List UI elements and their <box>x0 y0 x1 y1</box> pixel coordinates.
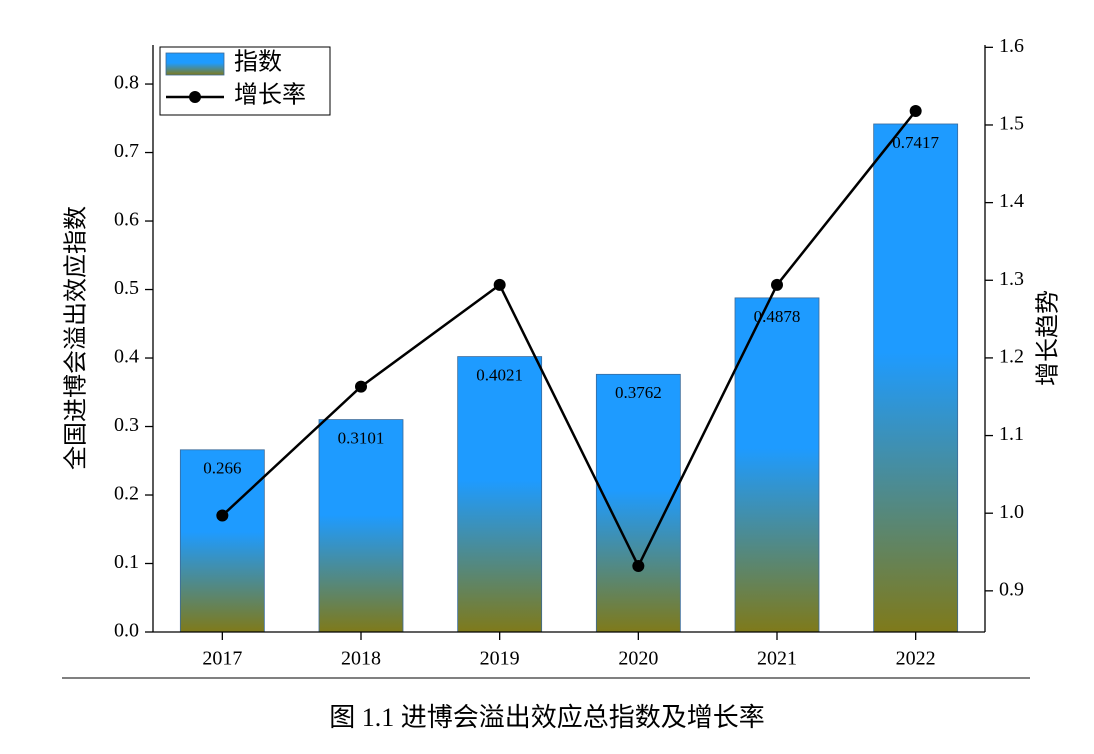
x-tick-label: 2022 <box>896 648 936 670</box>
x-tick-label: 2017 <box>202 648 242 670</box>
y2-tick-label: 1.1 <box>999 423 1024 445</box>
value-label: 0.266 <box>203 459 241 478</box>
y-tick-label: 0.0 <box>114 620 139 642</box>
value-label: 0.3101 <box>338 429 385 448</box>
value-label: 0.4021 <box>476 365 523 384</box>
y-axis-title: 全国进博会溢出效应指数 <box>63 206 90 470</box>
value-label: 0.7417 <box>892 133 939 152</box>
y-tick-label: 0.6 <box>114 209 139 231</box>
legend-box <box>159 46 331 116</box>
y-tick-label: 0.2 <box>114 483 139 505</box>
legend-label: 指数 <box>234 49 282 76</box>
line-point <box>355 380 367 393</box>
bar <box>873 123 959 633</box>
line-point <box>771 278 783 291</box>
y-tick-label: 0.5 <box>114 277 139 299</box>
line-point <box>216 509 229 522</box>
y2-tick-label: 1.3 <box>999 268 1024 290</box>
y2-tick-label: 0.9 <box>999 578 1024 600</box>
x-tick-label: 2018 <box>341 648 381 670</box>
x-tick-label: 2021 <box>757 648 797 670</box>
y2-tick-label: 1.6 <box>999 35 1024 57</box>
value-label: 0.3762 <box>615 383 662 402</box>
x-tick-label: 2019 <box>480 648 520 670</box>
y2-axis-title: 增长趋势 <box>1035 290 1062 386</box>
y2-tick-label: 1.2 <box>999 346 1024 368</box>
y-tick-label: 0.4 <box>114 346 139 368</box>
y-tick-label: 0.3 <box>114 414 139 436</box>
y2-tick-label: 1.5 <box>999 113 1024 135</box>
y2-tick-label: 1.0 <box>999 501 1024 523</box>
y-tick-label: 0.8 <box>114 72 139 94</box>
bar <box>734 297 820 633</box>
bar <box>318 419 404 633</box>
bar <box>457 356 543 633</box>
y-tick-label: 0.7 <box>114 140 139 162</box>
line-point <box>909 104 922 117</box>
legend-dot <box>189 91 201 103</box>
legend-swatch <box>165 52 225 76</box>
y2-tick-label: 1.4 <box>999 190 1024 212</box>
value-label: 0.4878 <box>754 307 801 326</box>
line-point <box>632 560 645 573</box>
caption: 图 1.1 进博会溢出效应总指数及增长率 <box>329 703 765 732</box>
bar <box>595 373 681 633</box>
line-point <box>493 278 506 291</box>
y-tick-label: 0.1 <box>114 551 139 573</box>
x-tick-label: 2020 <box>618 648 658 670</box>
legend-label: 增长率 <box>234 82 306 109</box>
line <box>221 110 917 569</box>
